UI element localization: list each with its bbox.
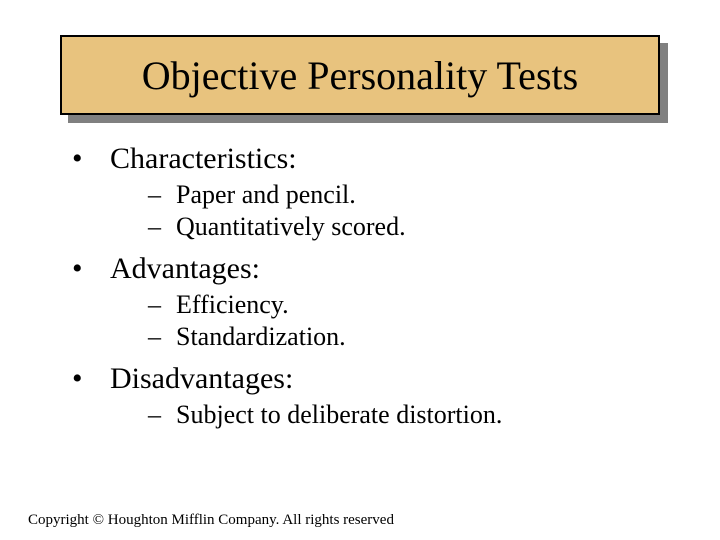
dash-marker: – xyxy=(148,212,176,242)
content-area: •Characteristics:–Paper and pencil.–Quan… xyxy=(72,142,502,430)
dash-marker: – xyxy=(148,400,176,430)
dash-marker: – xyxy=(148,322,176,352)
sub-item: –Efficiency. xyxy=(72,290,502,320)
sub-item-text: Subject to deliberate distortion. xyxy=(176,400,502,430)
title-box: Objective Personality Tests xyxy=(60,35,660,115)
bullet-item: •Disadvantages: xyxy=(72,362,502,396)
sub-item: –Quantitatively scored. xyxy=(72,212,502,242)
dash-marker: – xyxy=(148,180,176,210)
bullet-marker: • xyxy=(72,142,110,176)
footer-copyright: Copyright © Houghton Mifflin Company. Al… xyxy=(28,512,394,529)
bullet-marker: • xyxy=(72,252,110,286)
bullet-heading: Advantages: xyxy=(110,252,260,286)
slide-title: Objective Personality Tests xyxy=(142,52,578,99)
sub-item: –Paper and pencil. xyxy=(72,180,502,210)
dash-marker: – xyxy=(148,290,176,320)
sub-item-text: Quantitatively scored. xyxy=(176,212,406,242)
sub-item-text: Standardization. xyxy=(176,322,346,352)
sub-item: –Subject to deliberate distortion. xyxy=(72,400,502,430)
bullet-marker: • xyxy=(72,362,110,396)
bullet-item: •Advantages: xyxy=(72,252,502,286)
sub-item: –Standardization. xyxy=(72,322,502,352)
sub-item-text: Efficiency. xyxy=(176,290,289,320)
bullet-item: •Characteristics: xyxy=(72,142,502,176)
sub-item-text: Paper and pencil. xyxy=(176,180,356,210)
bullet-heading: Characteristics: xyxy=(110,142,297,176)
bullet-heading: Disadvantages: xyxy=(110,362,293,396)
